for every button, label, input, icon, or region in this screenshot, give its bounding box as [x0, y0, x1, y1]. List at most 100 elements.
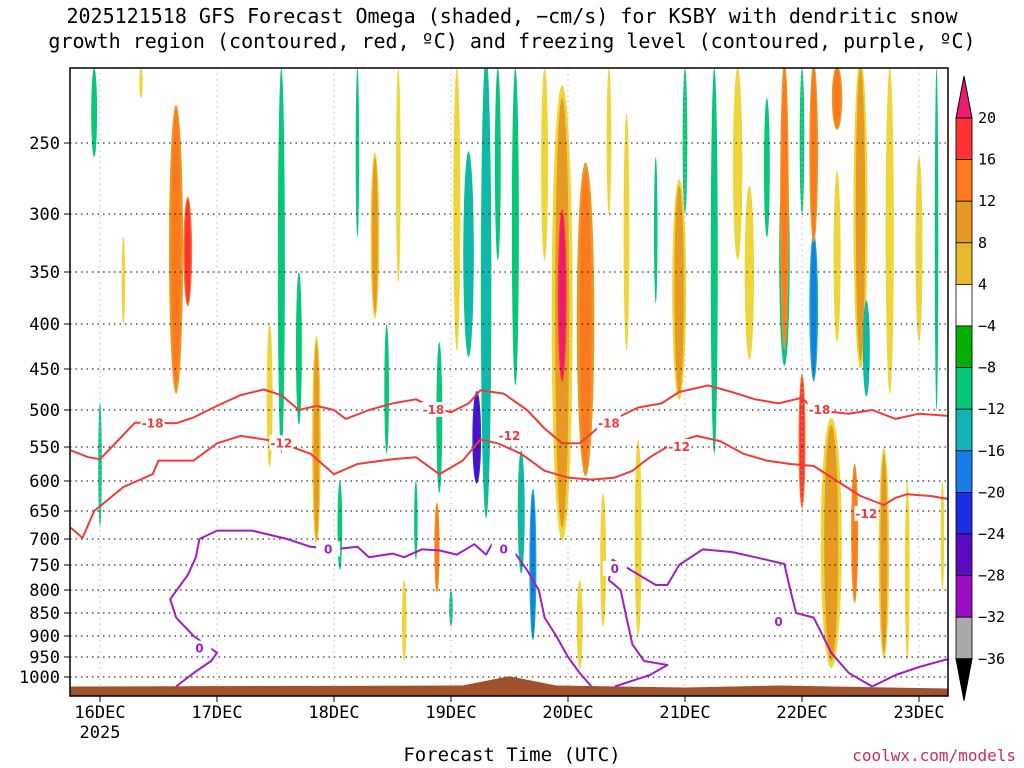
- x-tick-label-3: 19DEC: [425, 703, 476, 723]
- y-tick-label-850: 850: [29, 604, 60, 624]
- contour-label-bg-3: [807, 402, 832, 417]
- omega-feature-55: [934, 68, 939, 410]
- colorbar-label-6: −8: [978, 359, 996, 377]
- contour-label-bg-12: [766, 614, 791, 630]
- contour-label-bg-0: [140, 415, 165, 431]
- omega-feature-32: [653, 157, 658, 304]
- contour-label-bg-4: [269, 435, 294, 451]
- omega-feature-38: [763, 98, 770, 238]
- x-tick-label-0: 16DEC: [74, 703, 125, 723]
- colorbar-top-arrow: [955, 75, 973, 119]
- omega-feature-10: [372, 157, 378, 314]
- colorbar-segment-1: [955, 159, 973, 202]
- colorbar-segment-2: [955, 200, 973, 244]
- omega-feature-13: [414, 481, 418, 560]
- omega-feature-28: [606, 68, 612, 214]
- omega-feature-18: [473, 393, 480, 481]
- y-tick-label-550: 550: [29, 438, 60, 458]
- omega-feature-24: [541, 68, 549, 261]
- contour-label-12: 0: [774, 615, 782, 629]
- y-tick-label-800: 800: [29, 581, 60, 601]
- omega-feature-15: [435, 505, 439, 590]
- colorbar-label-1: 16: [978, 151, 996, 169]
- y-tick-label-500: 500: [29, 401, 60, 421]
- contour-label-bg-6: [667, 439, 692, 454]
- terrain-fill: [70, 676, 948, 696]
- omega-feature-48: [852, 467, 857, 600]
- contour-label-6: -12: [668, 440, 690, 454]
- colorbar-label-5: −4: [978, 317, 996, 335]
- omega-feature-27: [579, 171, 592, 468]
- omega-feature-30: [600, 493, 607, 627]
- omega-feature-51: [885, 68, 894, 394]
- omega-feature-16: [453, 68, 461, 351]
- colorbar-label-13: −36: [978, 650, 1005, 668]
- y-tick-label-950: 950: [29, 648, 60, 668]
- omega-feature-40: [781, 68, 788, 342]
- colorbar-label-0: 20: [978, 109, 996, 127]
- x-tick-sublabel-0: 2025: [80, 723, 121, 743]
- colorbar-segment-9: [955, 491, 973, 535]
- omega-feature-52: [880, 453, 888, 653]
- y-tick-label-300: 300: [29, 205, 60, 225]
- y-tick-label-900: 900: [29, 627, 60, 647]
- contour-label-4: -12: [271, 436, 293, 450]
- omega-feature-43: [810, 68, 817, 238]
- x-tick-label-5: 21DEC: [659, 703, 710, 723]
- omega-feature-35: [710, 68, 718, 454]
- contour-label-5: -12: [499, 429, 521, 443]
- contour-label-bg-1: [421, 402, 446, 417]
- colorbar-segment-0: [955, 117, 973, 160]
- omega-feature-61: [576, 580, 583, 669]
- omega-feature-21: [511, 68, 519, 386]
- contour-4: [871, 658, 948, 688]
- chart-title: 2025121518 GFS Forecast Omega (shaded, −…: [0, 4, 1024, 54]
- contour-label-8: 0: [195, 642, 203, 656]
- y-tick-label-700: 700: [29, 530, 60, 550]
- omega-feature-58: [139, 68, 143, 98]
- title-line-1: 2025121518 GFS Forecast Omega (shaded, −…: [66, 4, 958, 28]
- omega-feature-53: [904, 481, 910, 661]
- contour-3: [607, 548, 873, 688]
- y-tick-label-1000: 1000: [19, 668, 60, 688]
- omega-feature-6: [295, 272, 302, 425]
- omega-feature-0: [171, 113, 181, 386]
- y-tick-label-600: 600: [29, 472, 60, 492]
- contour-1: [70, 434, 948, 539]
- omega-feature-4: [266, 324, 273, 468]
- colorbar-segment-10: [955, 533, 973, 576]
- omega-feature-14: [436, 342, 443, 493]
- omega-feature-46: [833, 68, 841, 128]
- y-tick-label-450: 450: [29, 360, 60, 380]
- colorbar-label-2: 12: [978, 192, 996, 210]
- y-tick-label-750: 750: [29, 556, 60, 576]
- omega-feature-11: [384, 324, 389, 454]
- omega-feature-57: [121, 237, 126, 324]
- omega-feature-44: [799, 377, 805, 505]
- contour-label-3: -18: [809, 403, 831, 417]
- x-tick-label-2: 18DEC: [308, 703, 359, 723]
- colorbar-segment-3: [955, 242, 973, 285]
- contour-0: [70, 384, 948, 461]
- colorbar-label-8: −16: [978, 442, 1005, 460]
- omega-feature-45: [824, 424, 839, 661]
- colorbar-segment-8: [955, 450, 973, 493]
- contour-label-10: 0: [499, 542, 507, 556]
- x-tick-label-1: 17DEC: [191, 703, 242, 723]
- contour-label-bg-10: [491, 541, 516, 557]
- omega-feature-8: [337, 481, 343, 570]
- contour-label-2: -18: [598, 416, 620, 430]
- omega-feature-12: [396, 68, 401, 283]
- colorbar-label-4: 4: [978, 275, 987, 293]
- contour-label-9: 0: [324, 542, 332, 556]
- colorbar-bottom-arrow: [955, 658, 973, 701]
- omega-feature-49: [855, 68, 866, 360]
- y-tick-label-350: 350: [29, 263, 60, 283]
- contour-label-7: -12: [856, 507, 878, 521]
- omega-feature-47: [833, 171, 841, 342]
- omega-feature-59: [401, 580, 407, 661]
- x-tick-label-6: 22DEC: [776, 703, 827, 723]
- omega-feature-7: [313, 342, 320, 539]
- omega-feature-1: [184, 199, 191, 304]
- contour-label-0: -18: [142, 416, 164, 430]
